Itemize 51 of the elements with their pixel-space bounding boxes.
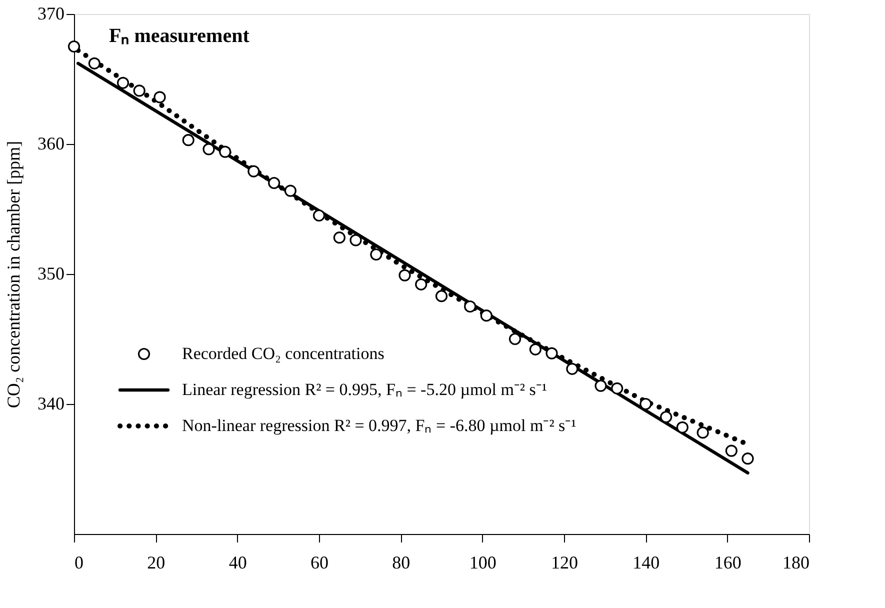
- point: [333, 232, 346, 244]
- x-tick-label: 40: [228, 552, 247, 572]
- point: [611, 382, 624, 394]
- point: [725, 444, 738, 457]
- point: [219, 146, 232, 158]
- point: [660, 410, 672, 424]
- y-tick-label: 350: [38, 264, 64, 284]
- point: [742, 452, 754, 465]
- point: [248, 165, 260, 178]
- point: [529, 343, 542, 356]
- point: [182, 134, 194, 146]
- x-tick-label: 20: [147, 552, 166, 572]
- y-axis-title: CO₂ concentration in chamber [ppm]: [4, 140, 24, 408]
- y-tick-label: 370: [38, 4, 64, 24]
- point: [640, 398, 652, 410]
- point: [202, 143, 215, 156]
- point: [546, 347, 558, 360]
- point: [480, 310, 492, 322]
- point: [312, 209, 326, 222]
- x-tick-label: 0: [74, 552, 84, 572]
- point: [435, 290, 448, 302]
- y-tick-label: 360: [38, 134, 64, 154]
- point: [696, 426, 709, 439]
- point: [88, 57, 100, 70]
- legend-label: Non-linear regression R² = 0.997, Fₙ = -6.80 µmol m⁻² s⁻¹: [182, 416, 576, 435]
- point: [350, 234, 362, 246]
- legend-label: Linear regression R² = 0.995, Fₙ = -5.20 µmol m⁻² s⁻¹: [182, 380, 547, 399]
- point: [398, 269, 411, 282]
- text: Fₙ measurement: [109, 25, 250, 47]
- x-tick-label: 180: [782, 552, 810, 572]
- x-tick-label: 60: [310, 552, 328, 572]
- legend-label: Recorded CO₂ concentrations: [182, 344, 384, 363]
- y-tick-label: 340: [38, 394, 64, 414]
- point: [133, 84, 146, 97]
- point: [415, 278, 428, 290]
- point: [370, 248, 382, 261]
- x-tick-label: 100: [469, 552, 496, 572]
- point: [508, 332, 522, 346]
- x-tick-label: 160: [714, 552, 742, 572]
- point: [464, 300, 476, 313]
- point: [154, 91, 166, 104]
- point: [284, 184, 296, 197]
- point: [594, 380, 607, 392]
- x-tick-label: 140: [632, 552, 660, 572]
- x-tick-label: 120: [551, 552, 578, 572]
- x-tick-label: 80: [392, 552, 410, 572]
- point: [68, 40, 80, 53]
- point: [116, 76, 130, 89]
- point: [566, 362, 578, 375]
- point: [676, 421, 688, 434]
- point: [268, 176, 280, 190]
